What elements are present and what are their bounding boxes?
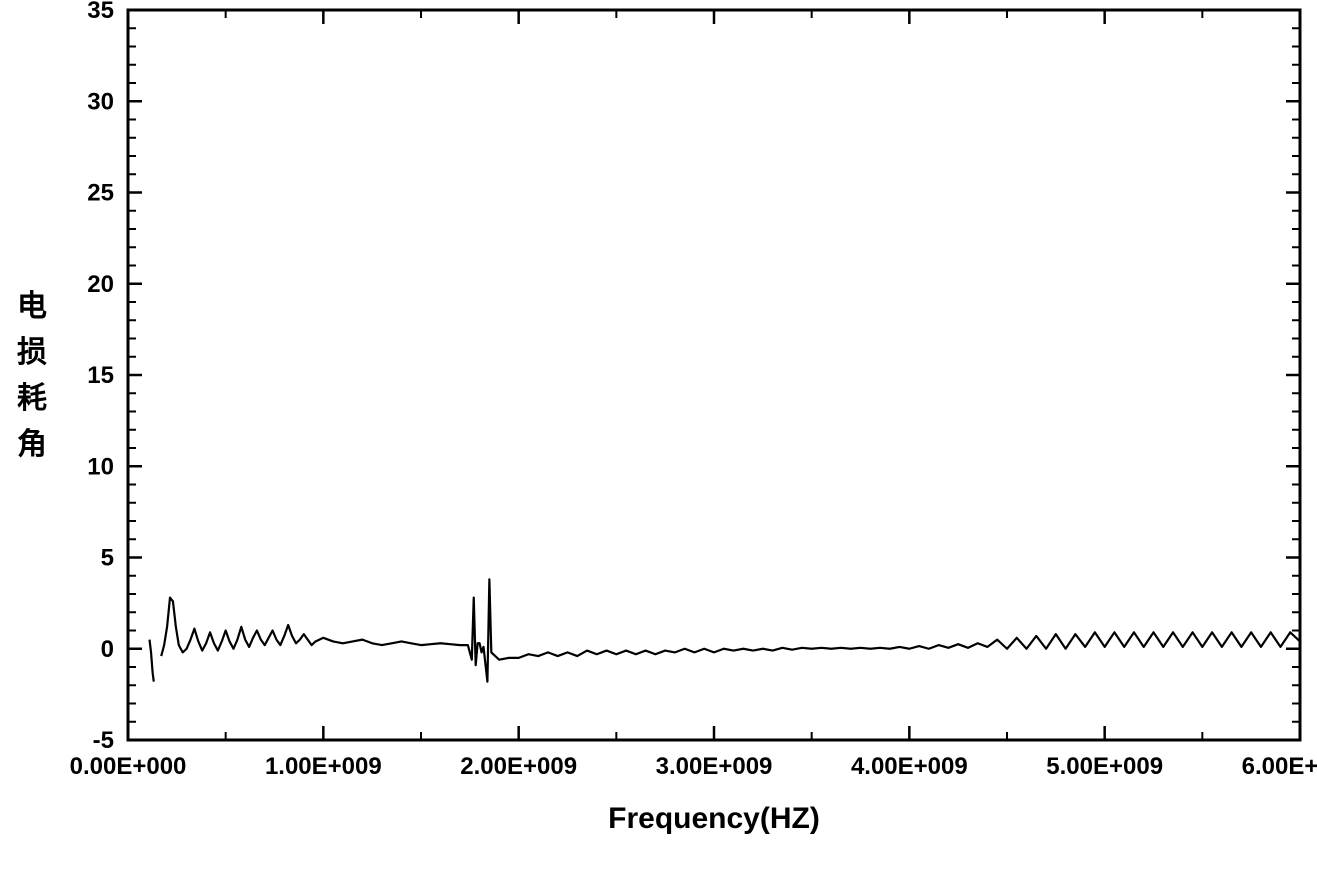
y-tick-label: 35 (87, 0, 114, 24)
x-tick-label: 5.00E+009 (1046, 753, 1163, 780)
x-tick-label: 0.00E+000 (70, 753, 187, 780)
x-tick-label: 3.00E+009 (656, 753, 773, 780)
y-tick-label: 25 (87, 180, 114, 207)
y-axis-title-char: 损 (17, 336, 47, 369)
x-tick-label: 1.00E+009 (265, 753, 382, 780)
y-axis-title-char: 电 (17, 290, 47, 323)
x-tick-label: 2.00E+009 (460, 753, 577, 780)
chart-svg: -5 0 5 10 15 20 25 30 35 0.00E+000 1.00E+009 2.00E+… (0, 0, 1317, 880)
x-tick-label: 4.00E+009 (851, 753, 968, 780)
plot-frame (128, 10, 1300, 740)
y-tick-label: 30 (87, 88, 114, 115)
x-axis-title: Frequency(HZ) (608, 802, 820, 835)
y-tick-label: 20 (87, 271, 114, 298)
y-tick-label: 10 (87, 453, 114, 480)
y-tick-label: 0 (101, 636, 114, 663)
chart-container: -5 0 5 10 15 20 25 30 35 0.00E+000 1.00E+009 2.00E+… (0, 0, 1317, 880)
x-tick-label: 6.00E+009 (1242, 753, 1317, 780)
series-trace (149, 640, 153, 682)
y-axis-title-char: 角 (17, 428, 47, 461)
series-trace (161, 579, 1300, 681)
y-tick-label: -5 (93, 727, 114, 754)
y-tick-label: 5 (101, 545, 114, 572)
y-axis-title-char: 耗 (17, 382, 47, 415)
y-tick-label: 15 (87, 362, 114, 389)
